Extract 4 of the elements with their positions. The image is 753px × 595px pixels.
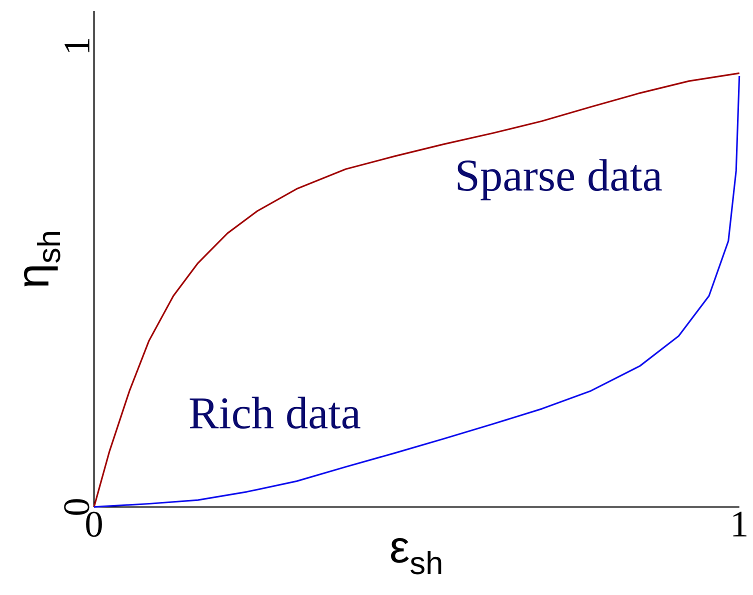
annotation: Sparse data	[458, 159, 662, 200]
y-axis-title: η$_{sh}$	[24, 232, 60, 286]
annotation: Rich data	[190, 396, 360, 429]
x-axis-title: ε$_{sh}$	[391, 538, 442, 574]
